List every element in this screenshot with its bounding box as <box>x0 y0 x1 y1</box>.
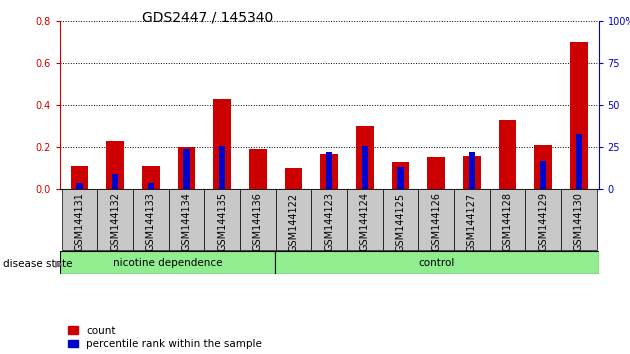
Bar <box>347 189 382 250</box>
Bar <box>356 126 374 189</box>
Text: GSM144123: GSM144123 <box>324 193 334 251</box>
Bar <box>534 145 552 189</box>
Bar <box>133 189 169 250</box>
Bar <box>183 149 190 189</box>
Text: nicotine dependence: nicotine dependence <box>113 258 222 268</box>
Text: GSM144130: GSM144130 <box>574 193 584 251</box>
Bar <box>106 141 124 189</box>
Bar <box>525 189 561 250</box>
Bar <box>427 157 445 189</box>
Bar <box>204 189 240 250</box>
Text: GSM144125: GSM144125 <box>396 193 406 252</box>
Bar <box>285 169 302 189</box>
Text: ▶: ▶ <box>55 259 63 269</box>
Text: GDS2447 / 145340: GDS2447 / 145340 <box>142 11 273 25</box>
Text: GSM144133: GSM144133 <box>146 193 156 251</box>
Bar <box>275 251 598 274</box>
Bar <box>576 134 582 189</box>
Text: GSM144127: GSM144127 <box>467 193 477 252</box>
Bar <box>276 189 311 250</box>
Text: disease state: disease state <box>3 259 72 269</box>
Bar <box>469 152 475 189</box>
Text: GSM144129: GSM144129 <box>538 193 548 251</box>
Bar <box>463 156 481 189</box>
Text: GSM144128: GSM144128 <box>503 193 513 251</box>
Text: GSM144131: GSM144131 <box>74 193 84 251</box>
Legend: count, percentile rank within the sample: count, percentile rank within the sample <box>68 326 262 349</box>
Bar <box>398 167 404 189</box>
Bar <box>62 189 97 250</box>
Bar <box>326 152 333 189</box>
Bar <box>169 189 204 250</box>
Bar <box>311 189 347 250</box>
Text: GSM144134: GSM144134 <box>181 193 192 251</box>
Text: GSM144124: GSM144124 <box>360 193 370 251</box>
Bar <box>570 42 588 189</box>
Bar <box>213 99 231 189</box>
Bar <box>76 183 83 189</box>
Text: GSM144132: GSM144132 <box>110 193 120 251</box>
Text: control: control <box>419 258 455 268</box>
Bar <box>147 183 154 189</box>
Bar <box>490 189 525 250</box>
Bar <box>71 166 88 189</box>
Text: GSM144122: GSM144122 <box>289 193 299 252</box>
Bar <box>454 189 490 250</box>
Bar <box>540 161 546 189</box>
Bar <box>392 162 410 189</box>
Text: GSM144136: GSM144136 <box>253 193 263 251</box>
Bar <box>240 189 276 250</box>
Bar <box>320 154 338 189</box>
Bar <box>418 189 454 250</box>
Bar <box>178 147 195 189</box>
Text: GSM144135: GSM144135 <box>217 193 227 251</box>
Text: GSM144126: GSM144126 <box>431 193 441 251</box>
Bar <box>112 174 118 189</box>
Bar <box>97 189 133 250</box>
Bar <box>382 189 418 250</box>
Bar <box>249 149 266 189</box>
Bar <box>60 251 275 274</box>
Bar <box>362 146 368 189</box>
Bar <box>561 189 597 250</box>
Bar <box>142 166 160 189</box>
Bar <box>498 120 517 189</box>
Bar <box>219 146 226 189</box>
